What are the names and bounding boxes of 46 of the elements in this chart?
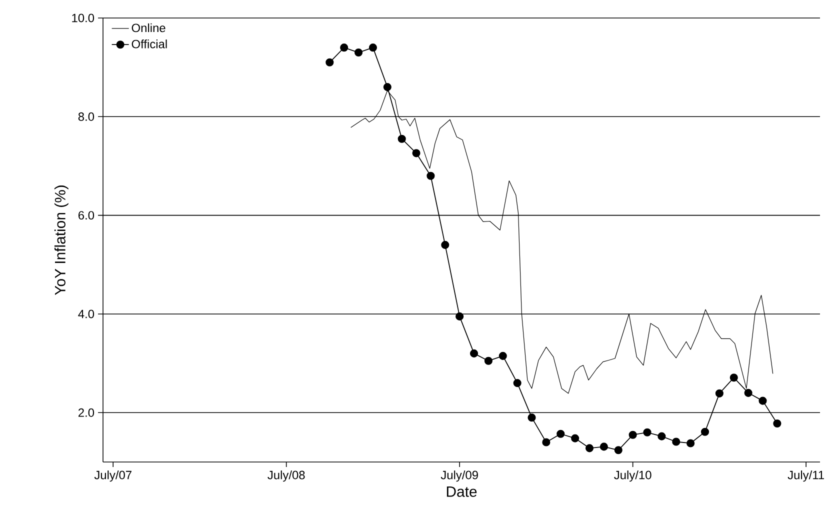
point xyxy=(484,356,492,365)
legend-label: Official xyxy=(132,40,167,48)
x-tick-label: July/11 xyxy=(788,470,824,482)
y-tick-label: 10.0 xyxy=(72,14,94,22)
point xyxy=(758,396,767,405)
point xyxy=(571,434,580,442)
point xyxy=(354,48,363,57)
point xyxy=(715,389,724,398)
y-tick-label: 4.0 xyxy=(78,310,94,318)
point xyxy=(686,439,695,448)
x-tick-label: July/07 xyxy=(94,470,132,482)
point xyxy=(326,58,334,66)
point xyxy=(398,134,406,143)
point xyxy=(528,414,536,422)
point xyxy=(542,438,550,446)
point xyxy=(672,438,680,446)
point xyxy=(412,149,420,158)
point xyxy=(441,240,450,249)
y-tick-label: 8.0 xyxy=(78,112,94,121)
x-tick-label: July/08 xyxy=(268,470,305,482)
point xyxy=(585,444,594,452)
point xyxy=(730,374,738,382)
point xyxy=(614,446,622,454)
point xyxy=(744,388,752,397)
point xyxy=(340,44,348,52)
point xyxy=(700,428,710,436)
point xyxy=(498,352,507,360)
point xyxy=(773,419,782,428)
point xyxy=(368,44,378,52)
point xyxy=(513,379,522,388)
point xyxy=(383,83,392,92)
x-axis-title: Date xyxy=(446,486,477,497)
x-tick-label: July/10 xyxy=(614,470,652,482)
point xyxy=(643,428,652,436)
y-tick-label: 6.0 xyxy=(78,211,94,220)
point xyxy=(456,312,464,320)
point xyxy=(600,442,608,451)
point xyxy=(426,172,435,180)
x-tick-label: July/09 xyxy=(440,470,478,482)
point xyxy=(628,430,637,439)
legend-label: Online xyxy=(132,23,166,32)
point xyxy=(470,349,478,358)
point xyxy=(658,432,666,440)
y-tick-label: 2.0 xyxy=(78,408,94,417)
point xyxy=(556,430,565,438)
y-axis-title: YoY Inflation (%) xyxy=(54,186,68,296)
